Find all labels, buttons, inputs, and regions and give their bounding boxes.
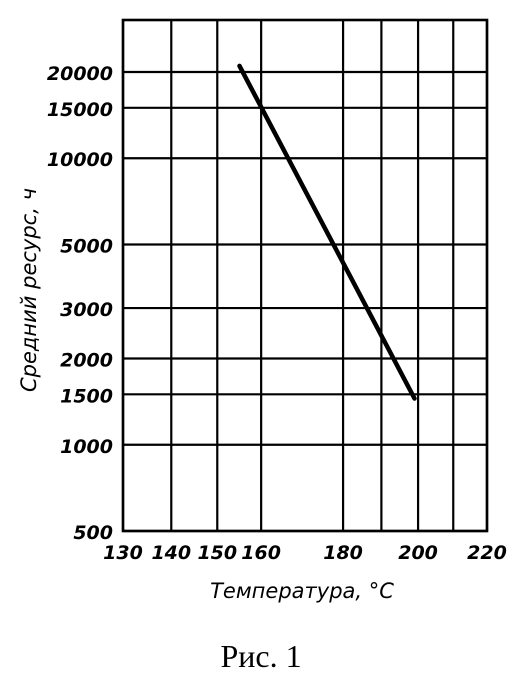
y-tick-label: 3000 bbox=[60, 299, 113, 321]
x-tick-label: 180 bbox=[323, 542, 363, 564]
series-line bbox=[237, 63, 417, 401]
x-tick-label: 220 bbox=[467, 542, 507, 564]
x-tick-label: 160 bbox=[241, 542, 281, 564]
y-tick-label: 20000 bbox=[47, 63, 113, 85]
y-tick-label: 1000 bbox=[60, 436, 113, 458]
x-axis-label: Температура, °С bbox=[210, 579, 394, 603]
y-tick-label: 5000 bbox=[60, 235, 113, 257]
y-tick-label: 2000 bbox=[60, 350, 113, 372]
x-tick-label: 150 bbox=[197, 542, 237, 564]
x-tick-label: 200 bbox=[398, 542, 438, 564]
series-layer bbox=[237, 63, 417, 401]
x-tick-label: 140 bbox=[151, 542, 191, 564]
x-tick-labels: 130 140 150 160 180 200 220 bbox=[103, 542, 507, 564]
plot-border bbox=[121, 18, 489, 533]
y-tick-label: 500 bbox=[73, 522, 113, 544]
y-tick-labels: 500 1000 1500 2000 3000 5000 10000 15000 20000 bbox=[47, 63, 113, 544]
y-tick-label: 15000 bbox=[47, 99, 113, 121]
y-tick-label: 1500 bbox=[60, 385, 113, 407]
y-tick-label: 10000 bbox=[47, 149, 113, 171]
x-tick-label: 130 bbox=[103, 542, 143, 564]
figure-caption: Рис. 1 bbox=[220, 638, 302, 674]
plot-frame bbox=[121, 18, 489, 533]
grid bbox=[121, 20, 489, 533]
y-axis-label: Средний ресурс, ч bbox=[17, 188, 41, 392]
